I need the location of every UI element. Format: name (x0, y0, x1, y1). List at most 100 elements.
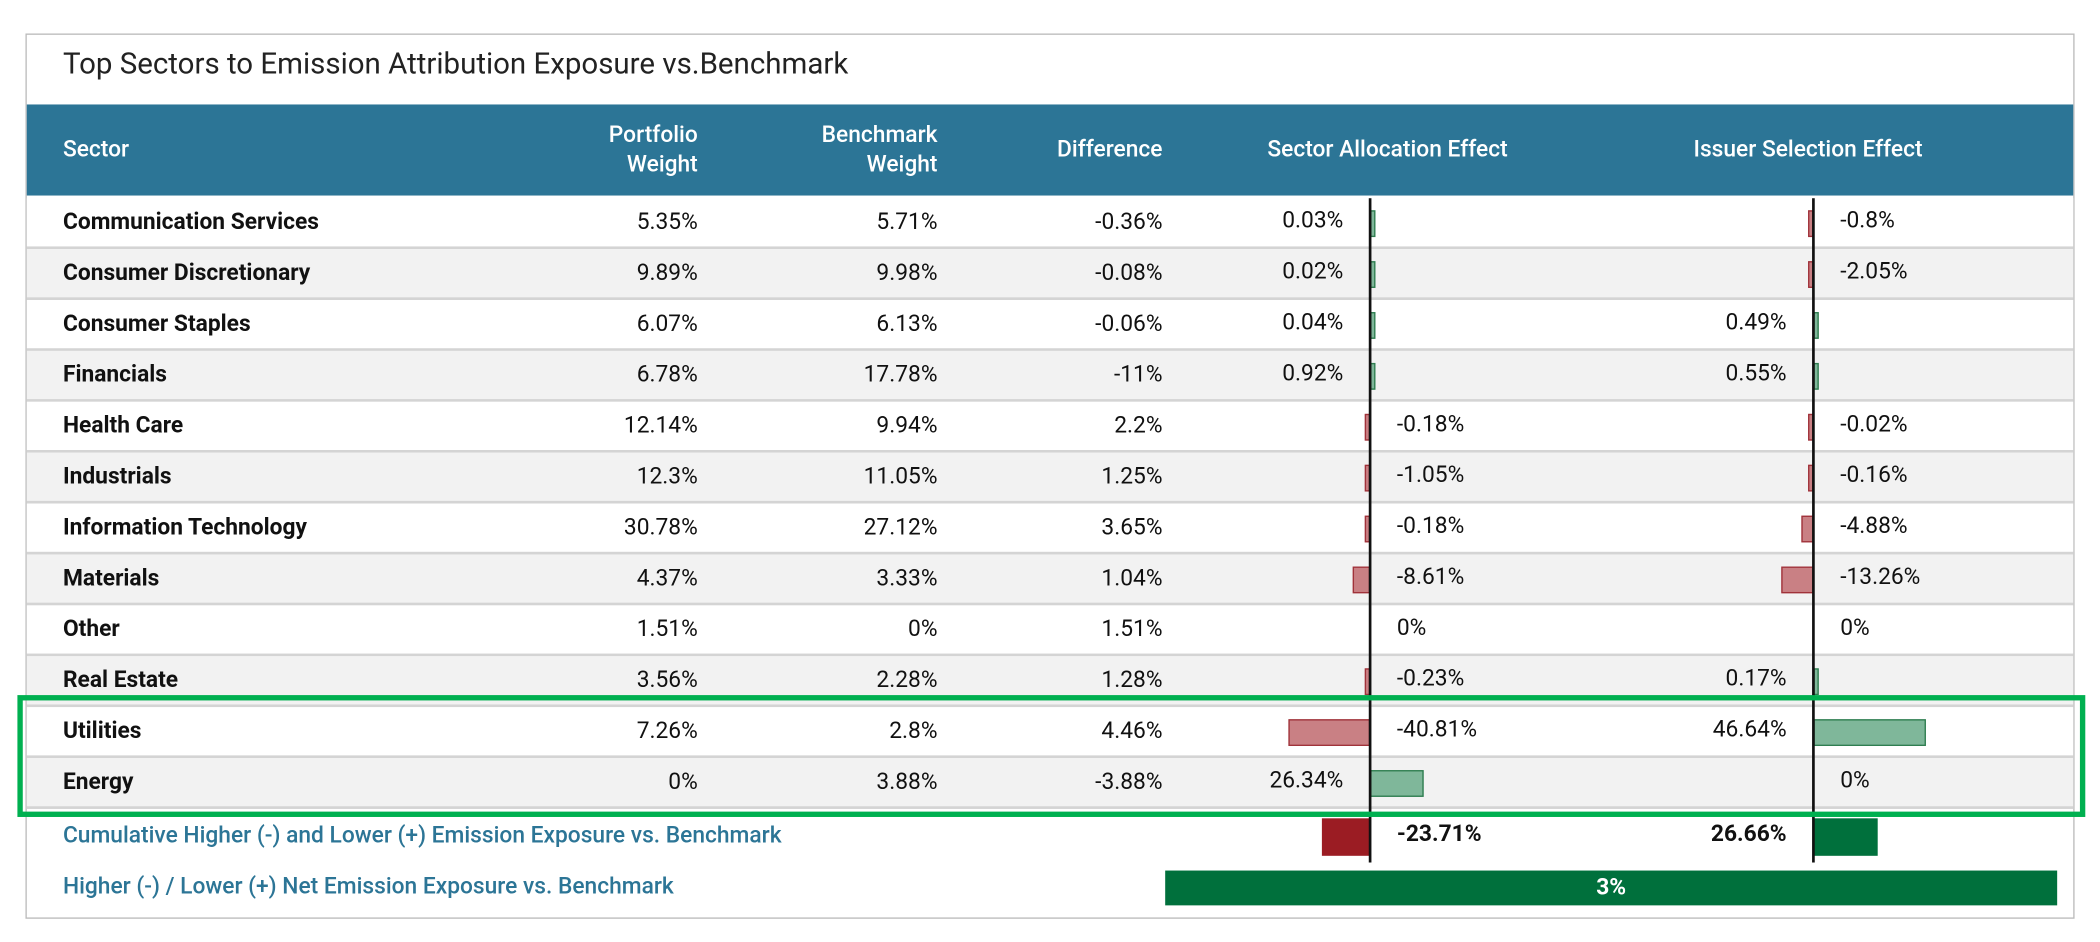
value-label: 0.04% (1282, 309, 1344, 337)
table-row (26, 350, 2074, 402)
table-cell: 1.51% (636, 616, 698, 643)
value-label: 26.34% (1269, 767, 1344, 795)
value-label: -0.8% (1840, 207, 1895, 235)
value-label: 46.64% (1712, 716, 1787, 744)
table-cell: 3.56% (636, 666, 698, 694)
table-cell: 1.28% (1101, 666, 1163, 694)
table-cell: 1.51% (1101, 616, 1163, 643)
table-cell: 17.78% (863, 361, 938, 389)
sector-name: Communication Services (62, 208, 320, 236)
sector-name: Consumer Discretionary (62, 259, 311, 287)
value-label: 0.02% (1282, 258, 1344, 286)
sector-name: Information Technology (62, 514, 307, 542)
table-row (26, 198, 2074, 250)
column-header: Issuer Selection Effect (1693, 136, 1923, 164)
sector-name: Industrials (62, 463, 172, 491)
value-label: -0.18% (1396, 411, 1465, 438)
table-row (26, 554, 2074, 606)
value-label: 0% (1840, 614, 1870, 642)
value-label: 0% (1840, 767, 1870, 795)
column-header: Sector Allocation Effect (1267, 136, 1508, 164)
value-label: -4.88% (1840, 512, 1908, 540)
value-label: -8.61% (1396, 563, 1465, 591)
table-cell: -0.06% (1095, 310, 1163, 338)
table-cell: 6.78% (636, 361, 698, 389)
value-label: 0.55% (1725, 360, 1787, 388)
table-cell: -0.08% (1095, 259, 1163, 287)
value-label: 26.66% (1710, 820, 1787, 848)
value-label: 0.92% (1282, 360, 1344, 388)
sector-name: Utilities (62, 717, 142, 745)
cumulative-label: Cumulative Higher (-) and Lower (+) Emis… (62, 822, 782, 850)
value-label: -40.81% (1396, 716, 1478, 744)
table-row (26, 452, 2074, 504)
table-cell: 6.07% (636, 310, 698, 338)
table-cell: 30.78% (623, 514, 698, 542)
column-header: Benchmark Weight (821, 121, 938, 179)
table-cell: 2.2% (1114, 412, 1163, 440)
effect-bar (1813, 719, 1926, 746)
value-label: -0.18% (1396, 512, 1465, 540)
effect-bar (1370, 770, 1424, 797)
table-cell: 9.98% (876, 259, 938, 287)
table-cell: 5.71% (876, 208, 938, 236)
value-label: 0.17% (1725, 665, 1787, 693)
table-cell: 12.14% (623, 412, 698, 440)
sector-name: Health Care (62, 412, 184, 440)
highlight-box (17, 695, 2086, 817)
table-cell: -11% (1113, 361, 1163, 389)
value-label: -0.23% (1396, 665, 1465, 693)
table-cell: 2.8% (889, 717, 938, 745)
table-cell: 3.88% (876, 768, 938, 796)
value-label: 0.49% (1725, 309, 1787, 337)
sector-name: Other (62, 616, 120, 643)
net-bar: 3% (1165, 870, 2058, 906)
net-label: Higher (-) / Lower (+) Net Emission Expo… (62, 873, 674, 901)
table-row (26, 707, 2074, 759)
table-cell: 4.46% (1101, 717, 1163, 745)
header-band (26, 104, 2074, 196)
table-row (26, 605, 2074, 657)
column-header: Sector (62, 136, 130, 164)
table-row (26, 503, 2074, 555)
table-cell: 1.04% (1101, 565, 1163, 592)
value-label: -0.16% (1840, 462, 1908, 489)
sector-name: Real Estate (62, 666, 179, 694)
table-cell: -3.88% (1095, 768, 1163, 796)
value-label: -13.26% (1840, 563, 1921, 591)
effect-bar (1813, 818, 1878, 856)
table-cell: 9.94% (876, 412, 938, 440)
table-cell: 12.3% (636, 463, 698, 491)
table-cell: 2.28% (876, 666, 938, 694)
table-cell: 27.12% (863, 514, 938, 542)
axis-line (1368, 198, 1372, 863)
table-cell: 6.13% (876, 310, 938, 338)
value-label: 0% (1396, 614, 1427, 642)
table-row (26, 300, 2074, 351)
effect-bar (1352, 566, 1371, 594)
value-label: -0.02% (1840, 411, 1908, 438)
table-row (26, 401, 2074, 453)
table-cell: 1.25% (1101, 463, 1163, 491)
table-cell: 9.89% (636, 259, 698, 287)
sector-name: Materials (62, 565, 160, 592)
table-row (26, 249, 2074, 301)
axis-line (1812, 198, 1815, 863)
effect-bar (1781, 566, 1814, 594)
table-cell: 3.33% (876, 565, 938, 592)
table-cell: 0% (668, 768, 698, 796)
value-label: -1.05% (1396, 462, 1465, 489)
sector-name: Energy (62, 768, 134, 796)
table-cell: 0% (908, 616, 938, 643)
column-header: Portfolio Weight (608, 121, 698, 179)
column-header: Difference (1057, 136, 1163, 164)
sector-name: Financials (62, 361, 167, 389)
value-label: 0.03% (1282, 207, 1344, 235)
table-cell: 5.35% (636, 208, 698, 236)
table-cell: 4.37% (636, 565, 698, 592)
table-cell: 7.26% (636, 717, 698, 745)
panel-title: Top Sectors to Emission Attribution Expo… (62, 48, 849, 82)
table-cell: 11.05% (863, 463, 938, 491)
value-label: -2.05% (1840, 258, 1908, 286)
